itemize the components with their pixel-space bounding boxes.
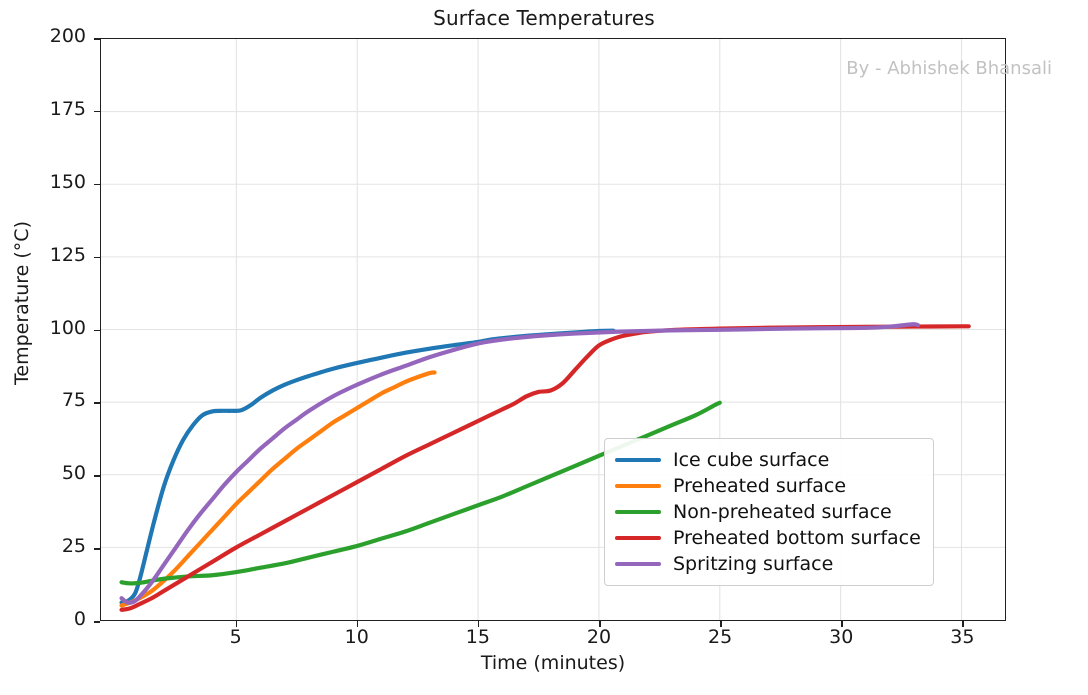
x-tick-mark — [477, 621, 480, 627]
y-tick-mark — [94, 402, 100, 404]
legend-label: Preheated bottom surface — [673, 527, 921, 549]
y-tick-label: 150 — [49, 170, 86, 193]
y-tick-label: 25 — [61, 535, 86, 558]
x-tick-label: 15 — [465, 626, 490, 648]
x-axis-label: Time (minutes) — [480, 652, 626, 674]
x-tick-label: 5 — [229, 626, 242, 648]
legend-item-1[interactable]: Preheated surface — [615, 473, 921, 499]
legend-color-swatch — [615, 536, 661, 540]
legend-item-0[interactable]: Ice cube surface — [615, 447, 921, 473]
x-tick-label: 35 — [950, 626, 975, 648]
x-tick-mark — [962, 621, 964, 627]
y-tick-label: 175 — [49, 97, 86, 120]
y-tick-label: 0 — [73, 608, 86, 630]
x-tick-label: 30 — [829, 626, 854, 648]
y-tick-mark — [94, 38, 100, 40]
y-tick-mark — [94, 110, 100, 113]
y-tick-label: 50 — [61, 462, 86, 485]
y-tick-label: 75 — [61, 389, 86, 412]
legend-item-2[interactable]: Non-preheated surface — [615, 499, 921, 525]
legend-label: Ice cube surface — [673, 449, 830, 471]
series-line-1 — [119, 370, 437, 608]
legend-label: Spritzing surface — [673, 553, 834, 575]
y-tick-mark — [94, 548, 100, 550]
x-tick-label: 25 — [708, 626, 733, 648]
x-tick-mark — [720, 621, 722, 627]
legend-item-3[interactable]: Preheated bottom surface — [615, 525, 921, 551]
x-tick-mark — [599, 621, 601, 627]
x-tick-mark — [841, 621, 843, 627]
legend-color-swatch — [615, 484, 661, 488]
series-lines — [119, 322, 971, 612]
series-line-0 — [119, 328, 616, 605]
y-tick-label: 200 — [49, 25, 86, 47]
watermark-credit: By - Abhishek Bhansali — [846, 58, 1052, 79]
y-tick-mark — [94, 329, 100, 332]
y-tick-label: 100 — [49, 316, 86, 339]
legend-color-swatch — [615, 458, 661, 462]
y-tick-mark — [94, 183, 100, 186]
series-line-4 — [119, 322, 921, 605]
y-tick-mark — [94, 256, 100, 259]
x-tick-label: 10 — [344, 626, 369, 648]
y-tick-label: 125 — [49, 243, 86, 266]
x-tick-label: 20 — [586, 626, 612, 648]
x-tick-mark — [356, 621, 359, 627]
legend-label: Preheated surface — [673, 475, 847, 497]
y-tick-mark — [94, 621, 100, 623]
legend-label: Non-preheated surface — [673, 501, 892, 523]
legend-color-swatch — [615, 562, 661, 566]
legend-color-swatch — [615, 510, 661, 514]
chart-title: Surface Temperatures — [433, 6, 655, 30]
chart-legend[interactable]: Ice cube surface Preheated surface Non-pre… — [604, 438, 934, 586]
y-tick-mark — [94, 475, 100, 477]
legend-item-4[interactable]: Spritzing surface — [615, 551, 921, 577]
x-tick-mark — [235, 621, 238, 627]
